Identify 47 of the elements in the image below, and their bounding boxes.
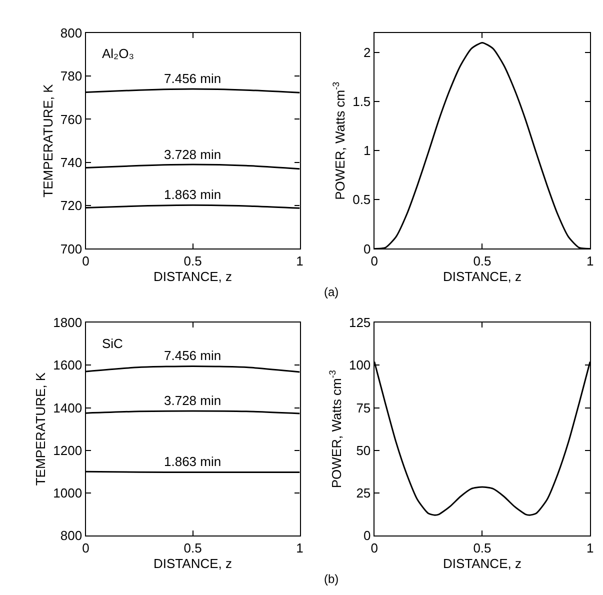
x-tick-label: 0.5 [473, 540, 492, 556]
y-tick-label: 760 [60, 112, 82, 127]
y-tick-label: 720 [60, 198, 82, 214]
annotation: Al₂O₃ [102, 46, 134, 61]
y-tick-label: 0 [363, 528, 371, 544]
text: (a) [324, 285, 339, 299]
y-tick-label: 800 [60, 25, 82, 40]
y-tick-label: 75 [356, 400, 371, 416]
x-tick-label: 1 [586, 540, 594, 556]
x-tick-label: 1 [586, 253, 594, 268]
series-label: 3.728 min [164, 147, 222, 162]
x-axis-title: DISTANCE, z [154, 556, 232, 571]
y-tick-label: 100 [348, 358, 371, 373]
x-tick-label: 1 [296, 253, 304, 268]
x-tick-label: 0.5 [184, 253, 202, 268]
text: (b) [324, 572, 339, 586]
series-label: 1.863 min [164, 454, 222, 469]
series-label: 3.728 min [164, 393, 222, 408]
y-tick-label: 1400 [53, 400, 82, 416]
y-tick-label: 1200 [53, 442, 82, 458]
y-tick-label: 780 [60, 68, 82, 84]
y-tick-label: 1 [363, 143, 371, 158]
y-tick-label: 125 [348, 315, 371, 330]
y-tick-label: 2 [363, 45, 371, 60]
y-tick-label: 50 [356, 442, 371, 458]
x-axis-title: DISTANCE, z [442, 556, 522, 571]
y-tick-label: 25 [356, 486, 371, 501]
x-tick-label: 0.5 [184, 540, 202, 556]
annotation: SiC [102, 336, 123, 351]
x-axis-title: DISTANCE, z [154, 269, 232, 284]
y-tick-label: 740 [60, 154, 82, 170]
y-tick-label: 0 [363, 241, 371, 256]
y-axis-title: TEMPERATURE, K [40, 84, 56, 198]
y-tick-label: 1600 [53, 358, 82, 373]
x-axis-title: DISTANCE, z [442, 269, 522, 284]
series-label: 1.863 min [164, 187, 222, 202]
series-label: 7.456 min [164, 71, 222, 86]
y-tick-label: 1.5 [352, 94, 371, 110]
y-tick-label: 1800 [53, 315, 82, 330]
y-tick-label: 800 [60, 528, 82, 544]
y-tick-label: 0.5 [352, 192, 371, 208]
series-label: 7.456 min [164, 348, 222, 363]
y-tick-label: 1000 [53, 486, 82, 501]
x-tick-label: 1 [296, 540, 304, 556]
y-tick-label: 700 [60, 241, 82, 256]
y-axis-title: TEMPERATURE, K [33, 372, 48, 486]
x-tick-label: 0.5 [473, 253, 492, 268]
